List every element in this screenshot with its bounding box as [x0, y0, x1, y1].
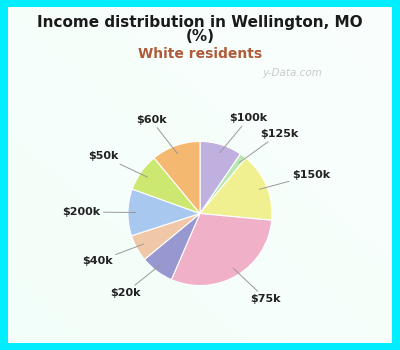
Text: $100k: $100k [220, 113, 267, 153]
Text: (%): (%) [186, 29, 214, 44]
Wedge shape [171, 214, 272, 286]
Wedge shape [132, 214, 200, 259]
Wedge shape [144, 214, 200, 280]
Text: Income distribution in Wellington, MO: Income distribution in Wellington, MO [37, 15, 363, 30]
Text: $75k: $75k [233, 268, 281, 304]
Text: $50k: $50k [88, 151, 147, 177]
Text: White residents: White residents [138, 47, 262, 61]
Wedge shape [200, 141, 240, 214]
Text: $60k: $60k [136, 115, 178, 154]
Text: $200k: $200k [62, 207, 136, 217]
Wedge shape [200, 158, 272, 220]
Wedge shape [200, 154, 246, 214]
Wedge shape [154, 141, 200, 214]
Text: y-Data.com: y-Data.com [262, 69, 322, 78]
Text: $40k: $40k [82, 244, 144, 266]
Text: $125k: $125k [239, 129, 298, 163]
Text: $150k: $150k [259, 170, 330, 189]
Wedge shape [128, 189, 200, 236]
Wedge shape [132, 158, 200, 214]
Text: $20k: $20k [110, 264, 161, 298]
